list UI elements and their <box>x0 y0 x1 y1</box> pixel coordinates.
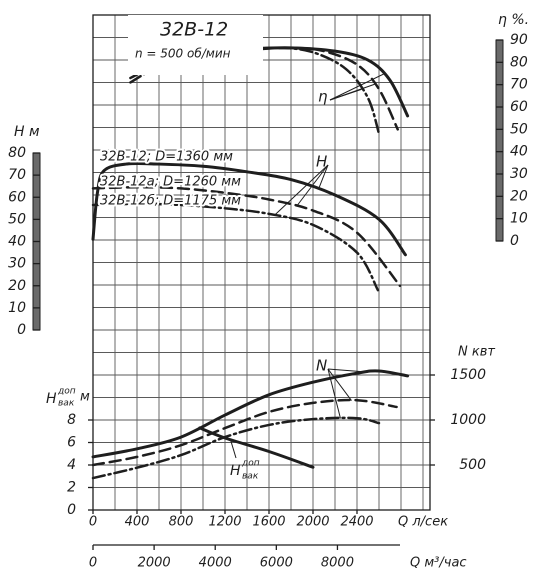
y-tick-label: 60 <box>8 189 26 205</box>
y4-tick-label: 4 <box>67 457 76 473</box>
annotation: H <box>316 153 327 171</box>
series-label: 32В-12б; D=1175 мм <box>100 194 241 209</box>
x-axis-label: Q л/сек <box>398 515 448 530</box>
x-tick-label: 400 <box>125 515 150 530</box>
y2-axis-label: η %. <box>498 12 529 28</box>
y4-tick-label: 2 <box>67 480 76 496</box>
annotation: H <box>230 463 241 479</box>
y-tick-label: 40 <box>8 234 26 250</box>
series-line <box>91 202 380 292</box>
y-tick-label: 50 <box>8 211 26 227</box>
y4-label-sup: доп <box>57 387 76 397</box>
annotation: N <box>316 357 327 375</box>
y4-label-sub: вак <box>58 399 75 409</box>
annotation-leader <box>329 73 384 101</box>
series-line <box>198 426 315 469</box>
y4-tick-label: 8 <box>67 412 76 428</box>
annotation-leader <box>274 164 329 216</box>
y-tick-label: 30 <box>8 256 26 272</box>
annotation: η <box>318 88 328 106</box>
annotation-leader <box>296 164 329 207</box>
y4-axis-label: H доп вак м <box>46 387 90 409</box>
x2-tick-label: 6000 <box>260 556 293 571</box>
annotation-leader <box>327 368 369 373</box>
y3-tick-label: 1000 <box>450 412 486 428</box>
annotation: вак <box>242 472 259 482</box>
series-label: 32В-12а; D=1260 мм <box>100 175 241 190</box>
series-line <box>91 369 410 459</box>
chart-subtitle: n = 500 об/мин <box>135 47 231 61</box>
annotation-leader <box>230 439 237 459</box>
y-tick-label: 70 <box>8 167 26 183</box>
y2-tick-label: 70 <box>510 77 528 93</box>
series-line <box>91 186 402 287</box>
x2-tick-label: 8000 <box>321 556 354 571</box>
y4-label-main: H <box>46 391 57 407</box>
y4-tick-label: 0 <box>67 502 76 518</box>
y2-tick-label: 30 <box>510 166 528 182</box>
annotation-leader <box>327 368 341 419</box>
annotation-leader <box>327 368 352 401</box>
title-panel <box>128 15 263 75</box>
y2-tick-label: 10 <box>510 211 528 227</box>
y2-tick-label: 0 <box>510 233 519 249</box>
y2-tick-label: 60 <box>510 99 528 115</box>
x-tick-label: 1600 <box>252 515 285 530</box>
x-tick-label: 1200 <box>208 515 241 530</box>
annotation: доп <box>241 459 260 469</box>
y3-axis-label: N квт <box>458 345 495 360</box>
y-tick-label: 10 <box>8 300 26 316</box>
x2-tick-label: 2000 <box>138 556 171 571</box>
series-line <box>91 398 398 467</box>
x-tick-label: 2400 <box>340 515 373 530</box>
y2-tick-label: 50 <box>510 121 528 137</box>
y2-tick-label: 40 <box>510 144 528 160</box>
x2-tick-label: 4000 <box>199 556 232 571</box>
y2-tick-label: 20 <box>510 188 528 204</box>
x-tick-label: 2000 <box>296 515 329 530</box>
x-tick-label: 0 <box>89 515 97 530</box>
annotation-leader <box>318 164 329 190</box>
y4-label-unit: м <box>80 390 90 405</box>
y-axis-label: H м <box>14 124 40 140</box>
annotation-leader <box>329 88 362 101</box>
chart-title: 32В-12 <box>160 19 228 41</box>
y-tick-label: 20 <box>8 278 26 294</box>
y4-tick-label: 6 <box>67 435 76 451</box>
x2-axis-label: Q м³/час <box>410 556 467 571</box>
series-line <box>91 416 381 480</box>
x-tick-label: 800 <box>169 515 194 530</box>
y2-scale-bar <box>495 39 504 242</box>
x2-tick-label: 0 <box>89 556 97 571</box>
y-tick-label: 0 <box>17 322 26 338</box>
y3-tick-label: 500 <box>459 457 486 473</box>
y2-tick-label: 90 <box>510 32 528 48</box>
y3-tick-label: 1500 <box>450 367 486 383</box>
series-label: 32В-12; D=1360 мм <box>100 150 233 165</box>
y-tick-label: 80 <box>8 145 26 161</box>
series-line <box>91 161 407 257</box>
y2-tick-label: 80 <box>510 54 528 70</box>
